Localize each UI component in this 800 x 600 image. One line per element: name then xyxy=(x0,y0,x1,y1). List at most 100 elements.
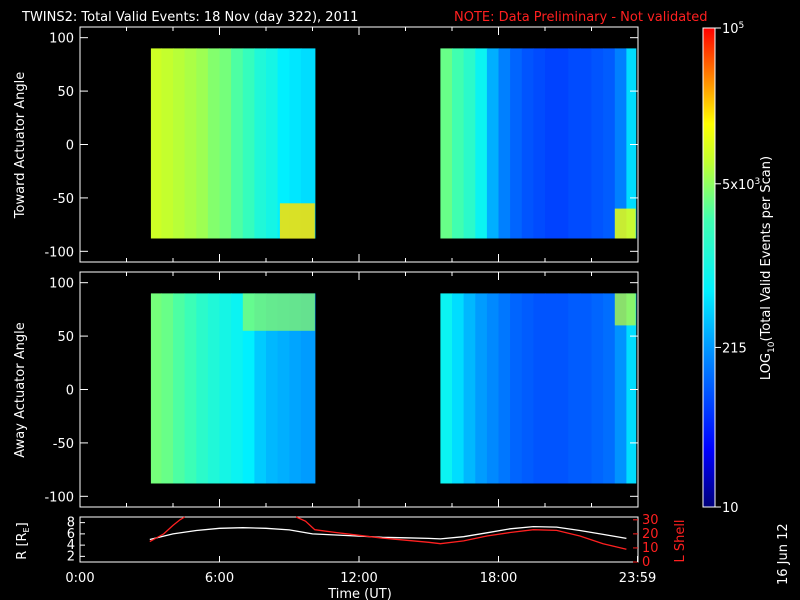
colorbar-scale xyxy=(702,27,716,508)
orbit-series xyxy=(149,516,627,550)
toward-x-ticks xyxy=(79,27,639,262)
time-tick-label: 6:00 xyxy=(205,571,234,586)
r-axis-label: R [RE] xyxy=(15,522,31,559)
preliminary-note: NOTE: Data Preliminary - Not validated xyxy=(454,10,708,25)
toward-heat-cell xyxy=(254,48,267,239)
time-tick-label: 0:00 xyxy=(65,571,94,586)
toward-heat-cell xyxy=(510,48,523,239)
toward-heat-cell xyxy=(533,48,546,239)
colorbar-tick-label: 215 xyxy=(722,341,747,356)
away-heat-cell xyxy=(231,293,244,484)
away-heat-cell xyxy=(626,293,637,484)
time-axis-label: Time (UT) xyxy=(327,587,392,600)
away-heat-cell xyxy=(463,293,476,484)
toward-heat-cell xyxy=(521,48,534,239)
toward-heat-cell xyxy=(184,48,197,239)
toward-y-label: Toward Actuator Angle xyxy=(13,72,28,219)
away-heat-cell xyxy=(440,293,453,484)
away-y-tick-label: 50 xyxy=(57,330,74,345)
toward-heat-cell xyxy=(219,48,232,239)
lshell-axis-tick-label: 30 xyxy=(642,513,659,528)
away-heat-cell xyxy=(498,293,511,484)
toward-heatmap xyxy=(150,48,637,239)
away-heat-cell xyxy=(289,293,302,484)
lshell-axis-tick-label: 0 xyxy=(642,555,650,570)
away-heat-cell xyxy=(579,293,593,484)
colorbar-tick-label: 10 xyxy=(722,501,739,516)
toward-panel: 100 50 0 -50 -100 Toward Actuator Angle xyxy=(13,26,639,263)
toward-heat-cell xyxy=(498,48,511,239)
toward-heat-cell xyxy=(463,48,476,239)
lshell-axis-tick-label: 20 xyxy=(642,527,659,542)
toward-heat-cell xyxy=(266,48,279,239)
toward-heat-cell xyxy=(475,48,488,239)
toward-y-axis: 100 50 0 -50 -100 xyxy=(44,32,638,260)
away-heat-cell xyxy=(591,293,604,484)
toward-heat-cell xyxy=(486,48,500,239)
toward-heat-cell xyxy=(173,48,186,239)
away-heat-cell xyxy=(510,293,523,484)
away-enhancement xyxy=(242,293,315,331)
toward-heat-cell xyxy=(626,48,637,239)
lshell-axis-tick-label: 10 xyxy=(642,541,659,556)
time-tick-label: 12:00 xyxy=(340,571,377,586)
away-heat-cell xyxy=(556,293,569,484)
r-axis-tick-label: 2 xyxy=(67,549,75,564)
colorbar-ticks: 10 215 5x103 105 xyxy=(715,21,760,516)
away-heat-cell xyxy=(173,293,186,484)
toward-heat-cell xyxy=(196,48,209,239)
away-heat-cell xyxy=(475,293,488,484)
colorbar-tick-label: 105 xyxy=(722,21,744,37)
away-heatmap xyxy=(150,293,637,484)
orbit-panel-frame xyxy=(79,516,639,563)
away-y-tick-label: 0 xyxy=(66,384,74,399)
toward-enhancement xyxy=(279,203,315,239)
away-enhancement xyxy=(614,293,636,326)
away-x-ticks xyxy=(79,272,639,507)
away-heat-cell xyxy=(219,293,232,484)
away-y-axis: 100 50 0 -50 -100 xyxy=(44,277,638,505)
r-distance-line xyxy=(149,525,627,541)
toward-heat-cell xyxy=(277,48,290,239)
toward-y-tick-label: 0 xyxy=(66,139,74,154)
away-heat-cell xyxy=(486,293,500,484)
away-heat-cell xyxy=(452,293,465,484)
away-heat-cell xyxy=(521,293,534,484)
toward-heat-cell xyxy=(440,48,453,239)
toward-heat-cell xyxy=(452,48,465,239)
away-panel: 100 50 0 -50 -100 Away Actuator Angle xyxy=(13,271,639,508)
away-heat-cell xyxy=(254,293,267,484)
r-axis-tick-label: 8 xyxy=(67,516,75,531)
away-heat-cell xyxy=(300,293,316,484)
time-tick-label: 18:00 xyxy=(480,571,517,586)
colorbar: 10 215 5x103 105 LOG10(Total Valid Events p… xyxy=(702,21,777,516)
toward-y-tick-label: -100 xyxy=(44,245,74,260)
away-heat-cell xyxy=(533,293,546,484)
date-stamp: 16 Jun 12 xyxy=(776,523,791,585)
toward-heat-cell xyxy=(603,48,616,239)
toward-y-tick-label: 100 xyxy=(49,32,74,47)
toward-heat-cell xyxy=(161,48,174,239)
away-heat-cell xyxy=(545,293,558,484)
away-heat-cell xyxy=(277,293,290,484)
colorbar-tick-label: 5x103 xyxy=(722,177,760,193)
away-heat-cell xyxy=(242,293,255,484)
lshell-axis-label: L Shell xyxy=(673,519,688,562)
toward-y-tick-label: 50 xyxy=(57,85,74,100)
away-heat-cell xyxy=(614,293,627,484)
orbit-time-axis: 0:00 6:00 12:00 18:00 23:59 xyxy=(65,556,656,586)
toward-heat-cell xyxy=(556,48,569,239)
away-heat-cell xyxy=(184,293,197,484)
toward-heat-cell xyxy=(591,48,604,239)
r-axis-tick-label: 4 xyxy=(67,538,75,553)
toward-heat-cell xyxy=(579,48,593,239)
away-y-tick-label: -100 xyxy=(44,490,74,505)
away-heat-cell xyxy=(196,293,209,484)
toward-enhancement xyxy=(614,208,636,239)
toward-heat-cell xyxy=(231,48,244,239)
l-shell-line xyxy=(149,516,185,543)
toward-heat-cell xyxy=(207,48,221,239)
away-heat-cell xyxy=(150,293,162,484)
